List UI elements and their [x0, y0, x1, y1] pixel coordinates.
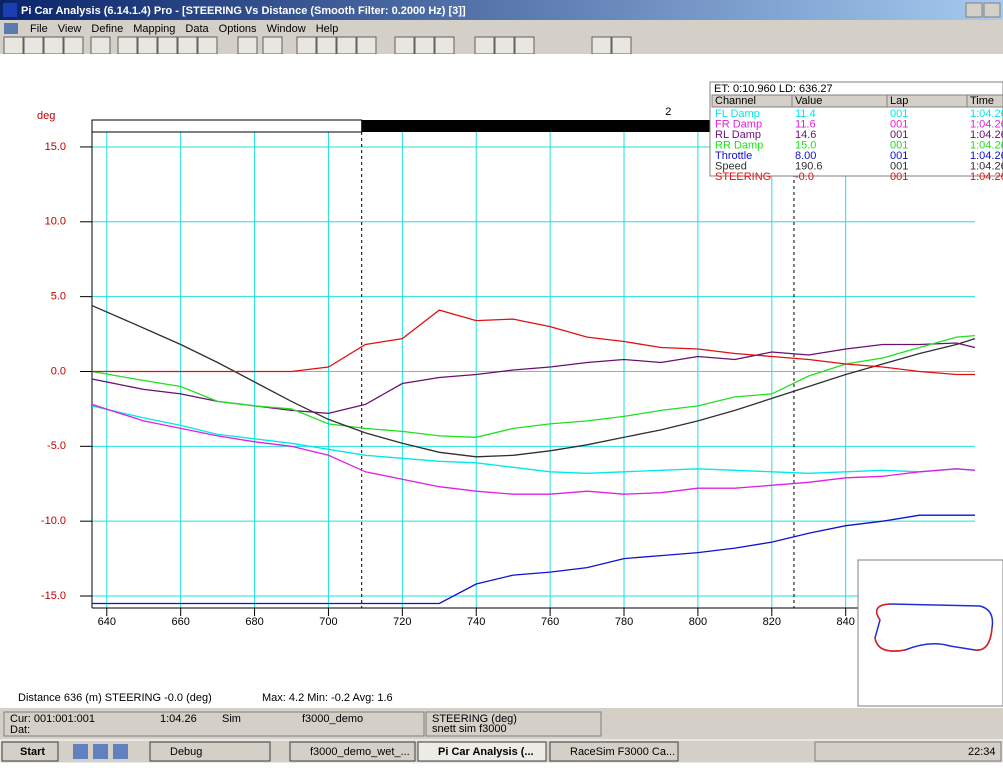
task-button[interactable]: [150, 742, 270, 761]
channel-cell: 001: [890, 171, 908, 183]
channel-cell: 1:04.26: [970, 171, 1003, 183]
toolbar-button[interactable]: [91, 37, 110, 54]
toolbar-button[interactable]: [515, 37, 534, 54]
start-label: Start: [20, 746, 45, 758]
column-header-label: Value: [795, 95, 822, 107]
quick-launch[interactable]: [93, 744, 108, 759]
y-tick-label: 0.0: [51, 365, 66, 377]
menu-item[interactable]: Window: [267, 23, 306, 35]
maximize-button[interactable]: [984, 3, 1000, 17]
toolbar-button[interactable]: [495, 37, 514, 54]
toolbar-button[interactable]: [297, 37, 316, 54]
track-map-frame: [858, 560, 1003, 706]
app-icon: [3, 3, 17, 17]
x-tick-label: 760: [541, 616, 559, 628]
y-tick-label: 10.0: [45, 216, 66, 228]
menu-item[interactable]: Options: [219, 23, 257, 35]
toolbar-button[interactable]: [118, 37, 137, 54]
column-header-label: Channel: [715, 95, 756, 107]
y-tick-label: 5.0: [51, 291, 66, 303]
x-tick-label: 780: [615, 616, 633, 628]
track-map: [858, 560, 1003, 706]
toolbar-button[interactable]: [592, 37, 611, 54]
x-tick-label: 660: [171, 616, 189, 628]
task-label: f3000_demo_wet_...: [310, 746, 410, 758]
toolbar-button[interactable]: [64, 37, 83, 54]
task-label: Debug: [170, 746, 202, 758]
y-axis-unit: deg: [37, 110, 55, 122]
table-readout: ET: 0:10.960 LD: 636.27: [714, 83, 833, 95]
x-tick-label: 720: [393, 616, 411, 628]
menu-item[interactable]: View: [58, 23, 82, 35]
toolbar-button[interactable]: [317, 37, 336, 54]
window-title: Pi Car Analysis (6.14.1.4) Pro - [STEERI…: [21, 5, 466, 17]
screen: Pi Car Analysis (6.14.1.4) Pro - [STEERI…: [0, 0, 1003, 763]
y-tick-label: -10.0: [41, 515, 66, 527]
status-time: 1:04.26: [160, 713, 197, 725]
toolbar-button[interactable]: [24, 37, 43, 54]
quick-launch[interactable]: [73, 744, 88, 759]
task-label: RaceSim F3000 Ca...: [570, 746, 675, 758]
status-dat: Dat:: [10, 724, 30, 736]
task-label: Pi Car Analysis (...: [438, 746, 534, 758]
status-source: snett sim f3000: [432, 723, 507, 735]
cursor-readout: Distance 636 (m) STEERING -0.0 (deg): [18, 692, 212, 704]
x-tick-label: 840: [837, 616, 855, 628]
toolbar-button[interactable]: [263, 37, 282, 54]
channel-cell: -0.0: [795, 171, 814, 183]
status-mode: Sim: [222, 713, 241, 725]
toolbar-button[interactable]: [44, 37, 63, 54]
channel-name: STEERING: [715, 171, 771, 183]
clock: 22:34: [968, 746, 996, 758]
x-tick-label: 820: [763, 616, 781, 628]
toolbar-button[interactable]: [238, 37, 257, 54]
toolbar-button[interactable]: [612, 37, 631, 54]
column-header-label: Time: [970, 95, 994, 107]
toolbar-button[interactable]: [138, 37, 157, 54]
toolbar-button[interactable]: [178, 37, 197, 54]
lap-bar-prev: [92, 120, 362, 132]
y-tick-label: -15.0: [41, 590, 66, 602]
y-tick-label: -5.0: [47, 440, 66, 452]
toolbar-button[interactable]: [357, 37, 376, 54]
toolbar-button[interactable]: [475, 37, 494, 54]
status-file: f3000_demo: [302, 713, 363, 725]
toolbar-button[interactable]: [337, 37, 356, 54]
quick-launch[interactable]: [113, 744, 128, 759]
x-tick-label: 640: [98, 616, 116, 628]
x-tick-label: 740: [467, 616, 485, 628]
x-tick-label: 700: [319, 616, 337, 628]
taskbar: Start Debug f3000_demo_wet_... Pi Car Analy…: [0, 740, 1003, 763]
toolbar-button[interactable]: [4, 37, 23, 54]
menu-item[interactable]: File: [30, 23, 48, 35]
toolbar-button[interactable]: [158, 37, 177, 54]
menu-icon: [4, 23, 18, 34]
toolbar-button[interactable]: [395, 37, 414, 54]
toolbar-button[interactable]: [415, 37, 434, 54]
menu-item[interactable]: Mapping: [133, 23, 175, 35]
lap-label: 2: [665, 106, 671, 118]
stats-readout: Max: 4.2 Min: -0.2 Avg: 1.6: [262, 692, 393, 704]
y-tick-label: 15.0: [45, 141, 66, 153]
x-tick-label: 800: [689, 616, 707, 628]
toolbar-button[interactable]: [435, 37, 454, 54]
menu-item[interactable]: Define: [91, 23, 123, 35]
toolbar-button[interactable]: [198, 37, 217, 54]
menu-item[interactable]: Help: [316, 23, 339, 35]
column-header-label: Lap: [890, 95, 908, 107]
minimize-button[interactable]: [966, 3, 982, 17]
x-tick-label: 680: [245, 616, 263, 628]
menu-item[interactable]: Data: [185, 23, 209, 35]
